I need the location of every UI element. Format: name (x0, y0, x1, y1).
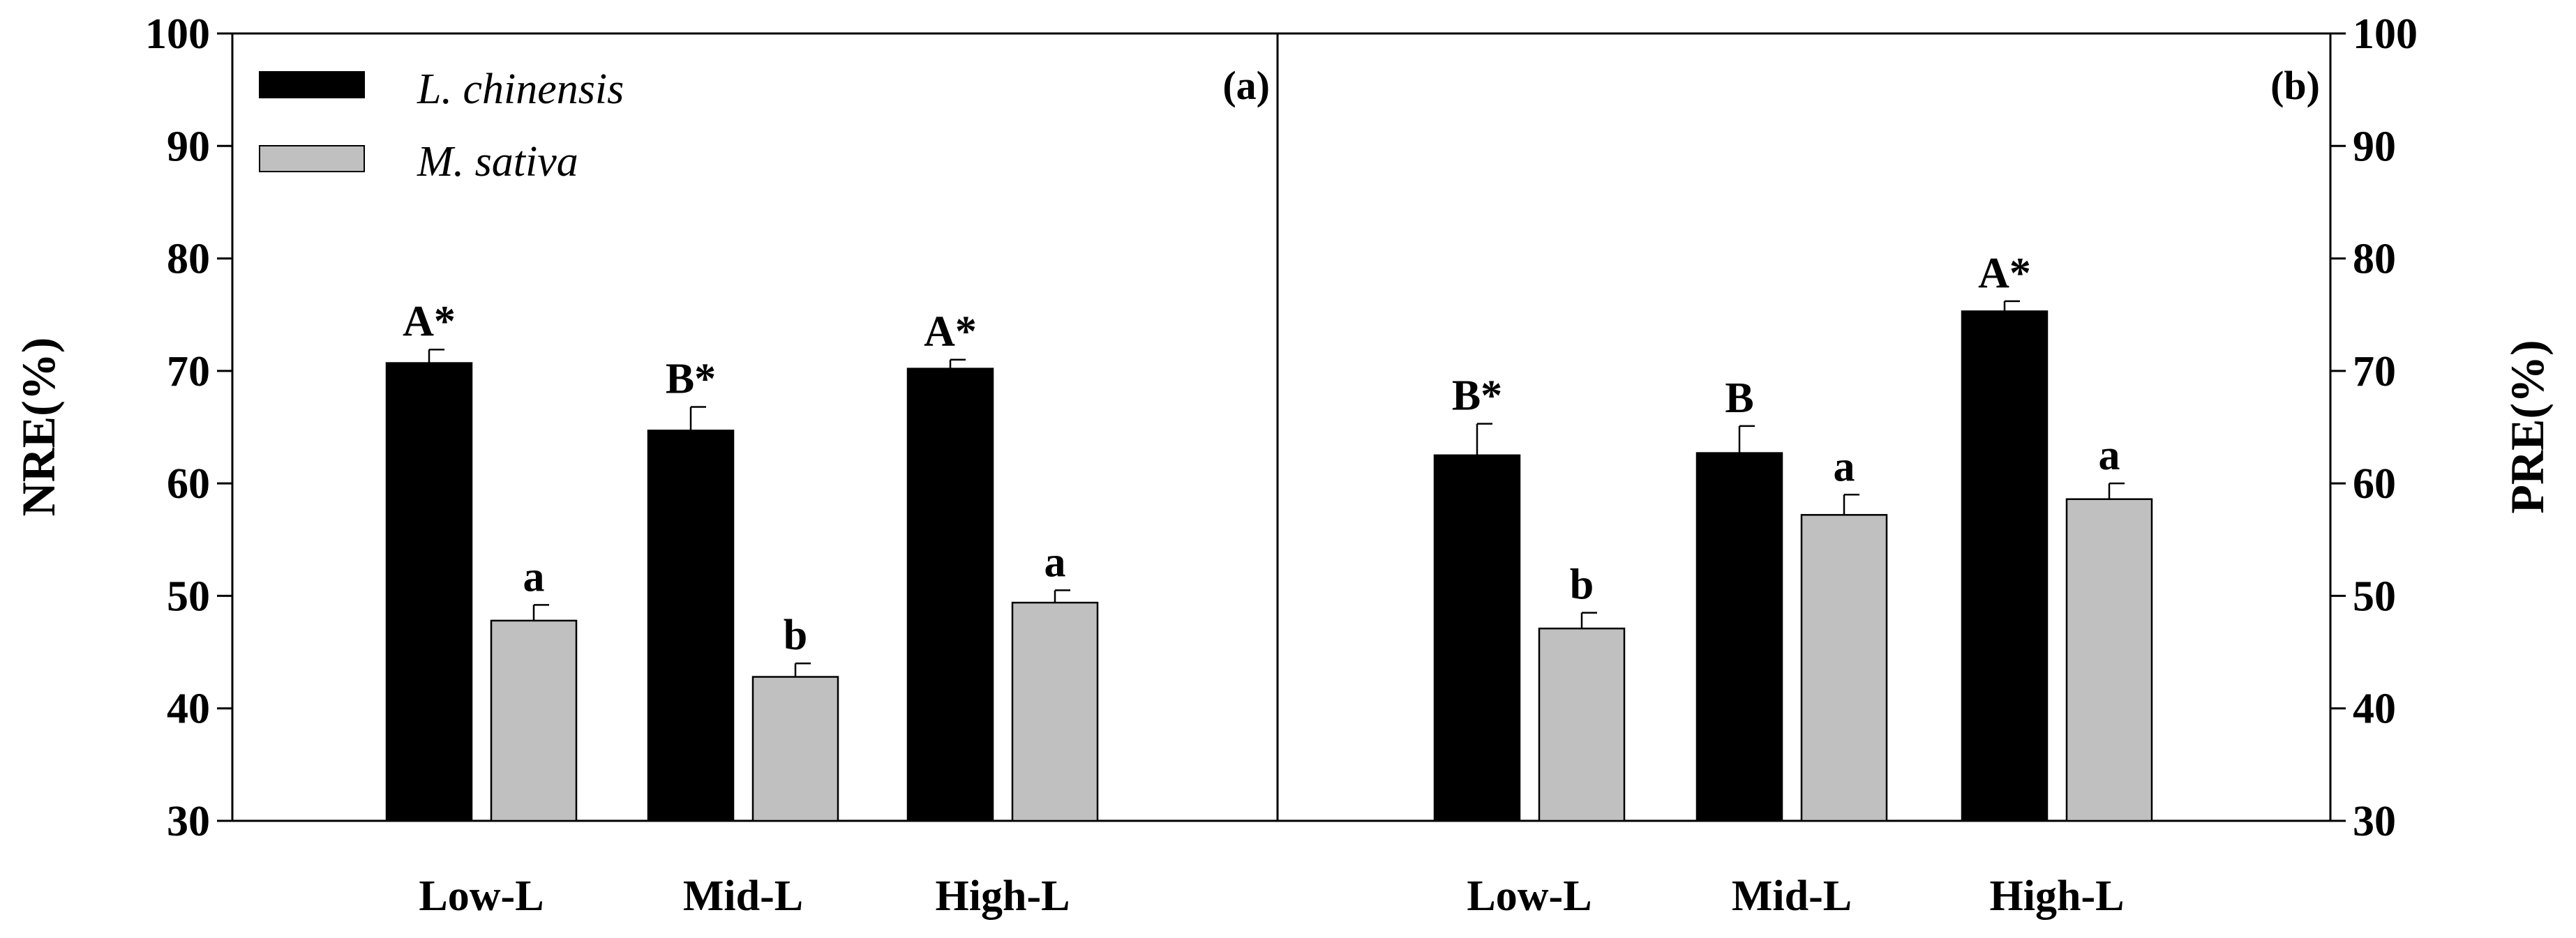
panel-a-ytick-label-0: 30 (167, 798, 210, 845)
panel-b-sig-label-1-2: a (2099, 432, 2120, 479)
panel-b-bar-l-chinensis-2 (1961, 310, 2049, 822)
panel-a-sig-label-1-2: a (1044, 538, 1066, 586)
panel-a-ytick-label-3: 60 (167, 460, 210, 508)
panel-b-bar-m-sativa-2 (2065, 498, 2153, 822)
y-axis-title-right: PRE(%) (2501, 340, 2554, 513)
panel-a-ytick-label-2: 50 (167, 573, 210, 620)
panel-b-sig-label-0-1: B (1725, 375, 1753, 422)
panel-b-sig-label-0-2: A* (1978, 250, 2031, 297)
panel-b-category-label-2: High-L (1990, 872, 2125, 920)
panel-b-sig-label-extra-0: a (1834, 443, 1855, 490)
panel-b-sig-label-0-0: B* (1452, 372, 1502, 420)
panel-label-b: (b) (2270, 63, 2320, 108)
chart-marks: 30 40 50 60 70 80 90 100 Low-L A* a Mid-L B* b High-L A… (145, 10, 2418, 920)
panel-b-ytick-label-0: 30 (2353, 798, 2396, 845)
panel-a-sig-label-1-0: a (523, 553, 545, 600)
panel-b-category-label-0: Low-L (1467, 872, 1592, 920)
panel-b-ytick-label-3: 60 (2353, 460, 2396, 508)
panel-a-ytick-label-7: 100 (145, 10, 210, 58)
panel-b-bar-m-sativa-1 (1800, 514, 1888, 822)
panel-a-bar-m-sativa-1 (751, 676, 839, 822)
panel-b-ytick-label-2: 50 (2353, 573, 2396, 620)
panel-a-category-label-0: Low-L (419, 872, 544, 920)
panel-a-ytick-label-1: 40 (167, 686, 210, 733)
panel-a-bar-m-sativa-2 (1011, 601, 1099, 822)
legend: L. chinensis M. sativa (259, 66, 624, 186)
panel-a-sig-label-1-1: b (784, 612, 807, 659)
panel-b-ytick-label-7: 100 (2353, 10, 2418, 58)
panel-a-category-label-2: High-L (936, 872, 1070, 920)
panel-a-sig-label-0-1: B* (666, 355, 716, 402)
panel-a-ytick-label-4: 70 (167, 348, 210, 395)
panel-a-sig-label-0-2: A* (924, 308, 977, 356)
panel-a-bar-l-chinensis-0 (385, 362, 473, 822)
legend-label-m-sativa: M. sativa (417, 138, 578, 186)
panel-b-ytick-label-4: 70 (2353, 348, 2396, 395)
legend-label-l-chinensis: L. chinensis (417, 66, 624, 113)
panel-a-bar-l-chinensis-2 (906, 368, 994, 822)
panel-b-sig-label-1-0: b (1570, 561, 1594, 609)
panel-b-ytick-label-1: 40 (2353, 686, 2396, 733)
panel-a-ytick-label-5: 80 (167, 236, 210, 283)
panel-b-bar-l-chinensis-0 (1433, 454, 1521, 822)
panel-b-ytick-label-5: 80 (2353, 236, 2396, 283)
panel-b-bar-l-chinensis-1 (1695, 452, 1783, 822)
panel-a-category-label-1: Mid-L (683, 872, 803, 920)
panel-a-bar-l-chinensis-1 (647, 430, 735, 822)
panel-b-category-label-1: Mid-L (1732, 872, 1852, 920)
panel-a-ytick-label-6: 90 (167, 123, 210, 170)
legend-swatch-m-sativa (259, 145, 365, 172)
panel-a-bar-m-sativa-0 (490, 619, 578, 822)
legend-swatch-l-chinensis (259, 71, 365, 98)
panel-b-ytick-label-6: 90 (2353, 123, 2396, 170)
panel-b-bar-m-sativa-0 (1538, 627, 1626, 822)
y-axis-title-left: NRE(%) (12, 338, 65, 517)
panel-a-sig-label-0-0: A* (403, 298, 456, 345)
panel-label-a: (a) (1222, 63, 1270, 108)
